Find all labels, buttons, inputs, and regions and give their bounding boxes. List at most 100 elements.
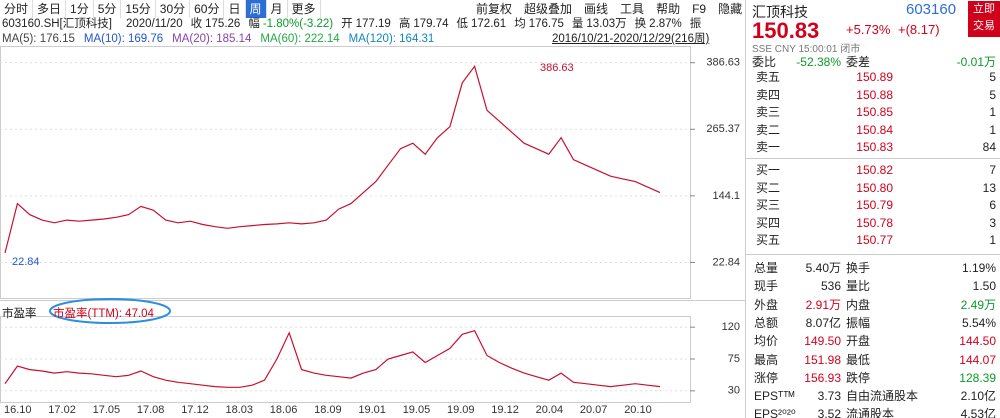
stat-row: EPS²⁰²⁰ 3.52 流通股本 4.53亿 <box>746 406 1000 418</box>
value: 2.49万 <box>960 297 996 312</box>
x-tick-label: 20.07 <box>580 404 608 416</box>
y-tick-label: 386.63 <box>706 57 740 69</box>
label: 现手 <box>754 279 779 294</box>
tool-button[interactable]: 工具 <box>620 2 645 16</box>
quote-value: -1.80%(-3.22) <box>262 18 334 30</box>
period-button[interactable]: 周 <box>245 0 267 18</box>
trade-button[interactable]: 立即交易 <box>968 1 1000 37</box>
status: SSE CNY 15:00:01 闭市 <box>752 44 861 55</box>
volume: 1 <box>989 105 996 119</box>
period-button[interactable]: 1分 <box>66 0 94 18</box>
period-button[interactable]: 月 <box>267 0 288 18</box>
value: 1.19% <box>961 261 996 275</box>
price: 150.79 <box>856 198 893 212</box>
ask-row: 卖三 150.85 1 <box>746 104 1000 121</box>
bid-row: 买二 150.80 13 <box>746 180 1000 197</box>
period-button[interactable]: 分时 <box>0 0 34 18</box>
ma-value: MA(120): 164.31 <box>348 33 435 45</box>
y-tick-label: 120 <box>722 321 740 333</box>
label: 跌停 <box>846 370 871 385</box>
period-button[interactable]: 60分 <box>190 0 225 18</box>
x-tick-label: 17.05 <box>93 404 121 416</box>
period-button[interactable]: 5分 <box>94 0 122 18</box>
period-button[interactable]: 30分 <box>156 0 191 18</box>
tool-button[interactable]: 帮助 <box>656 2 681 16</box>
symbol: 603160.SH[汇顶科技] <box>2 18 112 30</box>
price: 150.83 <box>856 140 893 154</box>
ma-bar: MA(5): 176.15 MA(10): 169.76 MA(20): 185.1… <box>2 32 443 46</box>
y-tick-label: 30 <box>728 385 740 397</box>
highlight-circle <box>49 298 171 324</box>
bid-row: 买三 150.79 6 <box>746 197 1000 214</box>
value: 1.50 <box>972 279 996 294</box>
change-pct: +5.73% <box>846 22 891 37</box>
pe-label: 市盈率 <box>2 308 37 320</box>
ask-row: 卖四 150.88 5 <box>746 87 1000 104</box>
date: 2020/11/20 <box>125 18 183 30</box>
x-tick-label: 19.01 <box>358 404 386 416</box>
quote-value: 175.26 <box>205 18 241 30</box>
label: 买五 <box>756 233 781 247</box>
label: 最低 <box>846 352 871 367</box>
tool-button[interactable]: 前复权 <box>476 2 513 16</box>
volume: 1 <box>989 233 996 247</box>
price: 150.85 <box>856 105 893 119</box>
label: 量比 <box>846 279 871 294</box>
period-button[interactable]: 日 <box>224 0 246 18</box>
value: 5.54% <box>961 315 996 330</box>
period-button[interactable]: 更多 <box>288 0 321 18</box>
period-button[interactable]: 多日 <box>33 0 67 18</box>
tool-button[interactable]: F9 <box>692 2 707 16</box>
quote-label: 低 <box>456 18 469 30</box>
quote-label: 开 <box>341 18 353 30</box>
annotation: 22.84 <box>12 256 40 268</box>
value: 536 <box>820 279 841 294</box>
separator <box>746 254 1000 255</box>
quote-label: 量 <box>571 18 584 30</box>
stat-row: 现手 536 量比 1.50 <box>746 278 1000 295</box>
data-line <box>4 64 661 254</box>
stat-row: 涨停 156.93 跌停 128.39 <box>746 370 1000 387</box>
tool-button[interactable]: 隐藏 <box>718 2 743 16</box>
quote-value: 179.74 <box>413 18 449 30</box>
label: 换手 <box>846 261 871 275</box>
x-tick-label: 17.02 <box>48 404 76 416</box>
label: 卖一 <box>756 140 781 154</box>
volume: 7 <box>989 163 996 177</box>
price: 150.84 <box>856 122 893 137</box>
x-tick-label: 19.05 <box>403 404 431 416</box>
last-price: 150.83 <box>752 18 820 43</box>
label: 最高 <box>754 352 779 367</box>
label: 买四 <box>756 215 781 230</box>
price: 150.88 <box>856 87 893 102</box>
volume: 13 <box>982 180 996 195</box>
value: 156.93 <box>804 370 841 385</box>
label: 委差 <box>846 55 871 69</box>
label: 卖五 <box>756 70 781 84</box>
data-line <box>4 329 661 388</box>
charts: 22.84 144.1 265.37 386.63 30 75 120 386.63 22.84… <box>0 46 745 416</box>
quote-value: 172.61 <box>471 18 507 30</box>
tool-button[interactable]: 超级叠加 <box>524 2 573 16</box>
annotation: 386.63 <box>540 62 574 74</box>
ma-value: MA(10): 169.76 <box>83 33 164 45</box>
price: 150.80 <box>856 180 893 195</box>
volume: 1 <box>989 122 996 137</box>
stat-row: 均价 149.50 开盘 144.50 <box>746 333 1000 350</box>
period-button[interactable]: 15分 <box>121 0 156 18</box>
x-tick-label: 18.03 <box>226 404 254 416</box>
label: 流通股本 <box>846 407 895 418</box>
tool-button[interactable]: 画线 <box>584 2 609 16</box>
label: 振幅 <box>846 315 871 330</box>
y-tick-label: 265.37 <box>706 123 740 135</box>
price-frame <box>0 46 691 299</box>
label: EPS²⁰²⁰ <box>754 407 796 418</box>
value: 144.50 <box>959 334 996 349</box>
ask-row: 卖二 150.84 1 <box>746 122 1000 139</box>
value: -52.38% <box>796 55 841 69</box>
range-label: 2016/10/21-2020/12/29(216周) <box>552 33 710 45</box>
ma-value: MA(60): 222.14 <box>260 33 340 45</box>
wei-row: 委比 -52.38% 委差 -0.01万 <box>746 54 1000 71</box>
stat-row: 总额 8.07亿 振幅 5.54% <box>746 315 1000 332</box>
